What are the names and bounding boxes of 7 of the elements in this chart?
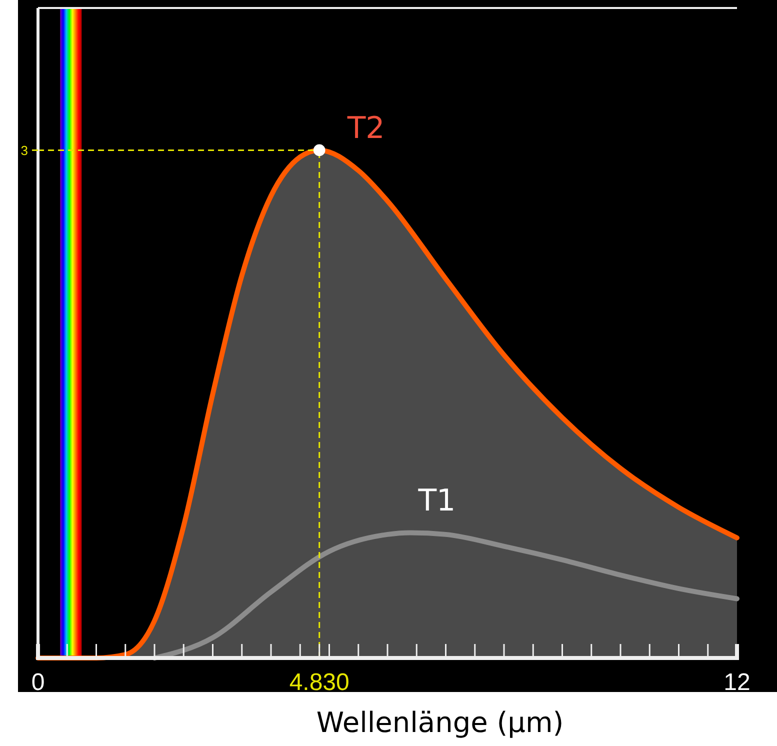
x-axis-title: Wellenlänge (µm): [316, 706, 564, 739]
series-label: T1: [417, 484, 456, 519]
series-label: T2: [346, 111, 385, 146]
x-tick-label: 0: [31, 669, 45, 696]
x-tick-label: 12: [724, 669, 750, 696]
y-tick-label: 3: [20, 143, 28, 158]
x-tick-label: 4.830: [289, 669, 350, 696]
